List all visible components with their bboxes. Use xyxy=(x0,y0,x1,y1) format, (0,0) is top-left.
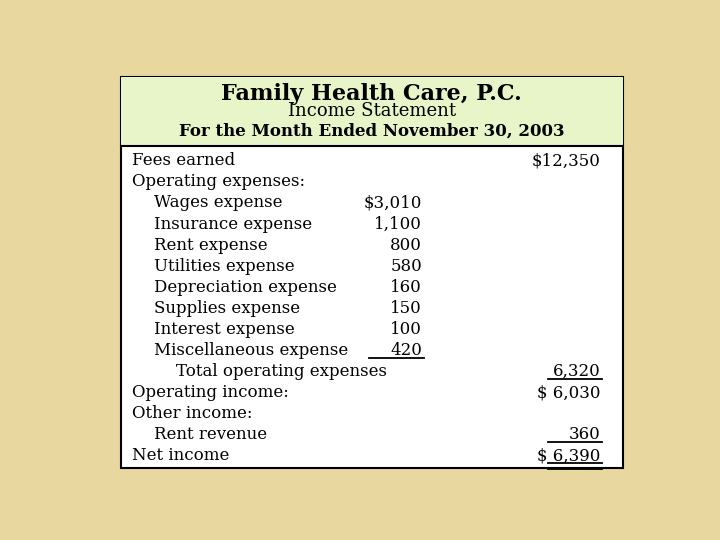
Text: Insurance expense: Insurance expense xyxy=(154,215,312,233)
Text: Net income: Net income xyxy=(132,448,229,464)
Text: 360: 360 xyxy=(569,426,600,443)
Text: 420: 420 xyxy=(390,342,422,359)
Text: Other income:: Other income: xyxy=(132,405,252,422)
Text: 6,320: 6,320 xyxy=(553,363,600,380)
Text: Supplies expense: Supplies expense xyxy=(154,300,300,317)
Text: $3,010: $3,010 xyxy=(364,194,422,212)
Text: $ 6,030: $ 6,030 xyxy=(537,384,600,401)
Text: $12,350: $12,350 xyxy=(531,152,600,170)
Text: 150: 150 xyxy=(390,300,422,317)
Text: Total operating expenses: Total operating expenses xyxy=(176,363,387,380)
Text: 100: 100 xyxy=(390,321,422,338)
Text: Rent expense: Rent expense xyxy=(154,237,268,254)
Text: Utilities expense: Utilities expense xyxy=(154,258,294,275)
Text: Wages expense: Wages expense xyxy=(154,194,283,212)
Text: Miscellaneous expense: Miscellaneous expense xyxy=(154,342,348,359)
Text: Operating income:: Operating income: xyxy=(132,384,289,401)
Text: Interest expense: Interest expense xyxy=(154,321,295,338)
Text: 580: 580 xyxy=(390,258,422,275)
Bar xyxy=(121,77,623,468)
Bar xyxy=(121,77,623,146)
Text: 1,100: 1,100 xyxy=(374,215,422,233)
Text: Operating expenses:: Operating expenses: xyxy=(132,173,305,191)
Text: $ 6,390: $ 6,390 xyxy=(537,448,600,464)
Text: Family Health Care, P.C.: Family Health Care, P.C. xyxy=(222,83,522,105)
Text: For the Month Ended November 30, 2003: For the Month Ended November 30, 2003 xyxy=(179,122,564,139)
Text: 800: 800 xyxy=(390,237,422,254)
Text: Depreciation expense: Depreciation expense xyxy=(154,279,337,296)
Text: Income Statement: Income Statement xyxy=(288,103,456,120)
Text: Fees earned: Fees earned xyxy=(132,152,235,170)
Text: 160: 160 xyxy=(390,279,422,296)
Text: Rent revenue: Rent revenue xyxy=(154,426,267,443)
